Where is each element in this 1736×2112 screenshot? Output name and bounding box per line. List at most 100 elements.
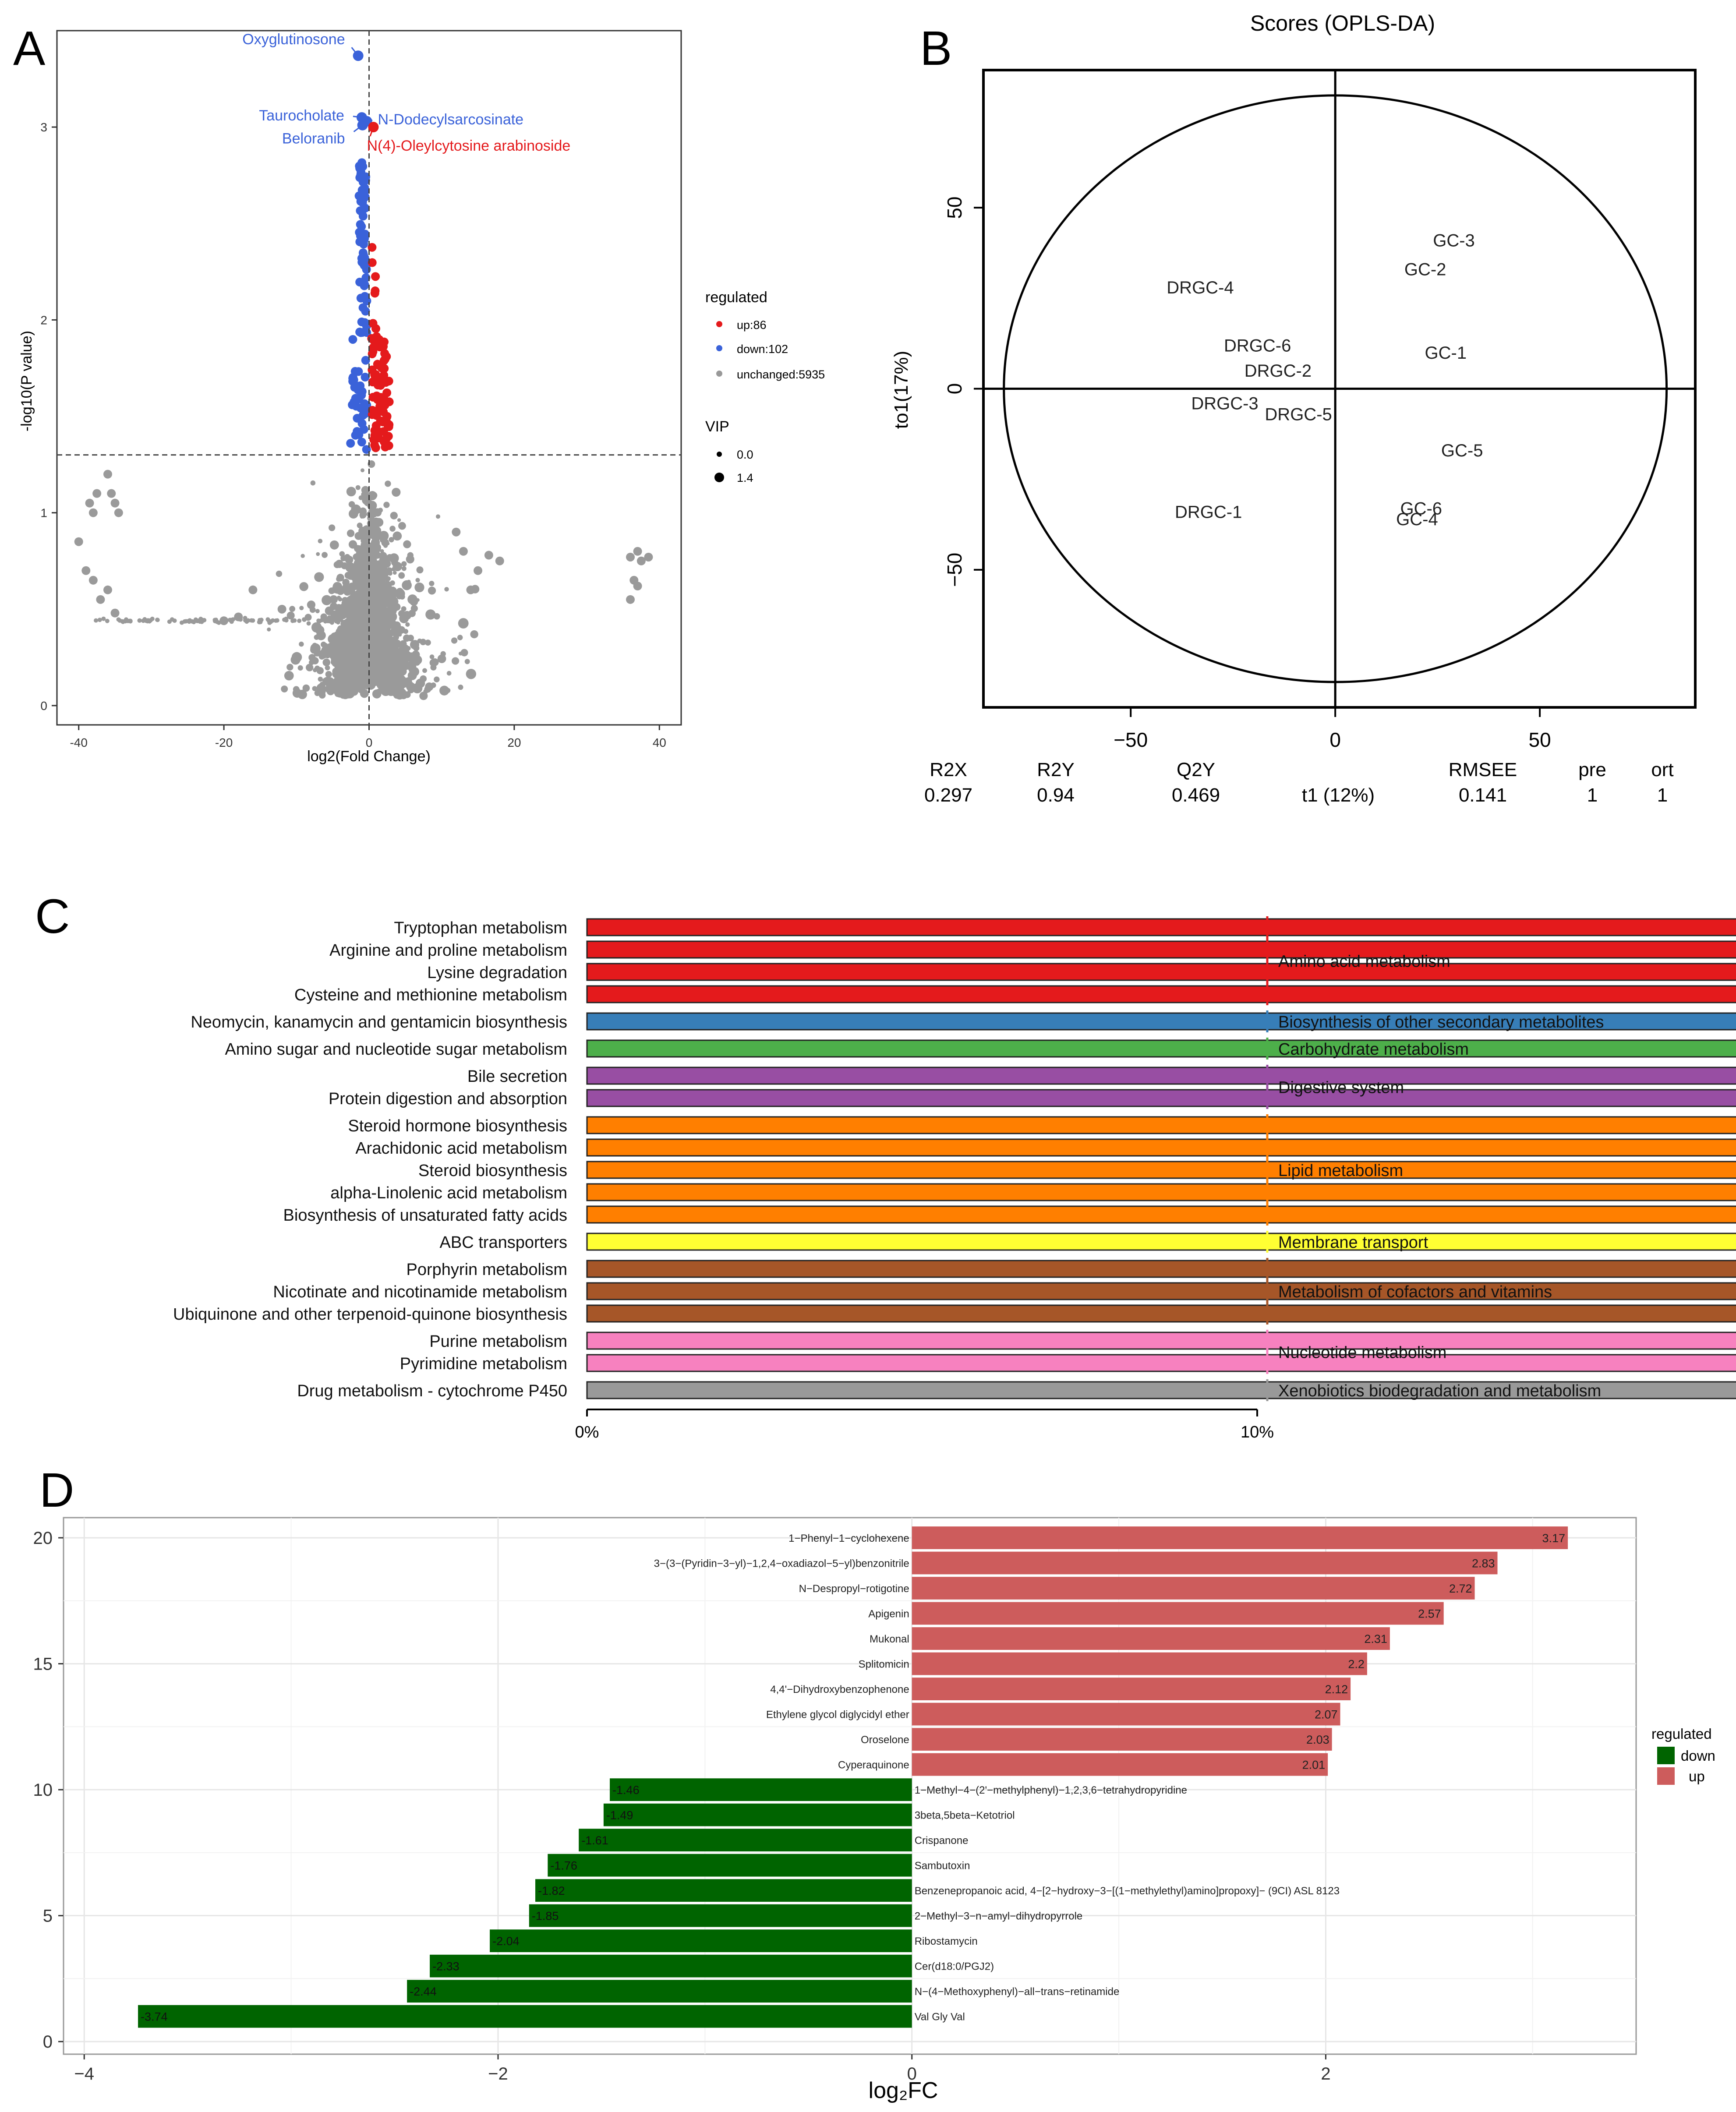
volcano-point-unchanged [107,489,116,498]
volcano-point-unchanged [425,682,434,691]
volcano-point-unchanged [406,555,414,564]
fc-y-tick-label: 15 [33,1655,53,1674]
pathway-bar [586,1089,1736,1107]
volcano-point-unchanged [348,540,357,549]
volcano-point-unchanged [325,665,330,671]
volcano-point-unchanged [248,585,258,594]
fc-bar-value: 2.57 [1418,1607,1441,1621]
fc-legend-down-swatch [1657,1747,1675,1764]
volcano-point-unchanged [339,551,345,557]
legend-vip-large-dot [714,473,724,482]
volcano-point-unchanged [309,607,316,613]
volcano-point-unchanged [354,580,358,584]
volcano-point-unchanged [362,617,367,622]
opls-y-tick-label: −50 [943,553,966,587]
volcano-point-unchanged [347,651,354,657]
pathway-group-name: Xenobiotics biodegradation and metabolis… [1278,1382,1601,1400]
volcano-y-tick-label: 0 [40,699,47,713]
volcano-y-tick-label: 2 [40,313,47,327]
volcano-point-down [355,162,364,171]
pathway-x-axis: 0% 10% [575,1409,1274,1441]
pathway-label: ABC transporters [440,1233,567,1252]
volcano-point-unchanged [327,619,332,624]
volcano-point-unchanged [318,539,323,544]
legend-vip-small-label: 0.0 [737,448,753,461]
legend-vip-large-label: 1.4 [737,471,753,484]
volcano-point-unchanged [230,617,235,622]
opls-da-plot: B Scores (OPLS-DA) −50 0 50 −50 0 50 GC-3 GC-2… [891,11,1697,806]
volcano-point-unchanged [277,604,286,614]
volcano-point-unchanged [337,668,345,676]
volcano-point-unchanged [343,623,350,630]
fc-bar-name: Benzenepropanoic acid, 4−[2−hydroxy−3−[(… [915,1885,1340,1897]
volcano-point-unchanged [352,618,357,623]
fc-bar-value: 2.2 [1348,1658,1365,1671]
volcano-point-unchanged [372,604,381,612]
fc-bar-name: 4,4'−Dihydroxybenzophenone [770,1684,909,1695]
pathway-bar [586,1161,1736,1179]
opls-sample-labels: GC-3 GC-2 DRGC-4 DRGC-6 GC-1 DRGC-2 DRGC-3 DRGC… [1167,231,1483,530]
volcano-point-unchanged [394,669,400,676]
legend-unchanged-label: unchanged:5935 [737,368,825,381]
volcano-point-unchanged [378,551,387,560]
pathway-bar [586,1183,1736,1201]
opls-stat-value: 0.469 [1172,784,1220,806]
volcano-point-unchanged [429,654,435,659]
fc-bars: 1−Phenyl−1−cyclohexene 3.17 3−(3−(Pyridin−… [138,1526,1568,2028]
volcano-point-unchanged [459,547,468,556]
pathway-label: Purine metabolism [429,1332,567,1351]
volcano-point-unchanged [436,514,440,519]
volcano-point-unchanged [336,586,345,595]
volcano-point-unchanged [470,630,478,639]
volcano-point-unchanged [359,507,367,516]
fc-bar-down [529,1904,912,1927]
volcano-point-unchanged [267,620,272,625]
volcano-point-unchanged [251,618,255,623]
volcano-point-unchanged [85,498,94,508]
pathway-label: Lysine degradation [427,964,567,982]
fc-y-tick-label: 10 [33,1780,53,1800]
volcano-point-down [348,377,357,386]
volcano-point-unchanged [258,620,263,625]
fc-x-tick-label: −4 [74,2064,94,2084]
opls-sample-label: DRGC-4 [1167,278,1234,297]
volcano-point-unchanged [314,572,324,582]
opls-sample-label: DRGC-6 [1224,336,1291,355]
volcano-point-unchanged [334,619,339,624]
volcano-point-unchanged [398,522,406,530]
fc-bar-value: -1.85 [532,1910,559,1923]
fc-bar-name: Sambutoxin [915,1860,970,1872]
volcano-point-unchanged [329,648,338,657]
pathway-group-name: Amino acid metabolism [1278,953,1450,971]
volcano-point-unchanged [458,618,469,629]
volcano-point-down [358,303,368,312]
volcano-point-unchanged [319,618,324,623]
volcano-point-unchanged [425,609,436,620]
volcano-point-unchanged [319,682,326,688]
fc-xlabel: log₂FC [869,2078,938,2103]
volcano-x-tick-label: 40 [653,736,666,749]
volcano-point-unchanged [392,621,401,630]
pathway-label: Bile secretion [467,1067,567,1086]
volcano-point-unchanged [466,668,477,679]
volcano-point-unchanged [361,486,370,494]
volcano-point-unchanged [172,618,177,623]
volcano-point-unchanged [408,666,417,674]
pathway-bar [586,963,1736,981]
volcano-point-unchanged [458,685,463,690]
volcano-point-unchanged [381,657,387,662]
volcano-point-unchanged [451,637,458,644]
volcano-point-unchanged [386,602,392,608]
pathway-bar [586,1012,1736,1031]
volcano-point-unchanged [313,668,317,672]
fc-bar-up [912,1678,1351,1700]
volcano-point-down [353,427,362,436]
volcano-point-unchanged [346,659,355,668]
fc-bar-value: 2.31 [1364,1632,1387,1646]
opls-sample-label: GC-6 [1400,499,1442,518]
opls-sample-label: DRGC-5 [1265,405,1332,424]
volcano-point-unchanged [431,658,439,666]
volcano-point-unchanged [386,554,393,561]
volcano-point-unchanged [105,618,110,623]
volcano-point-unchanged [381,538,389,547]
